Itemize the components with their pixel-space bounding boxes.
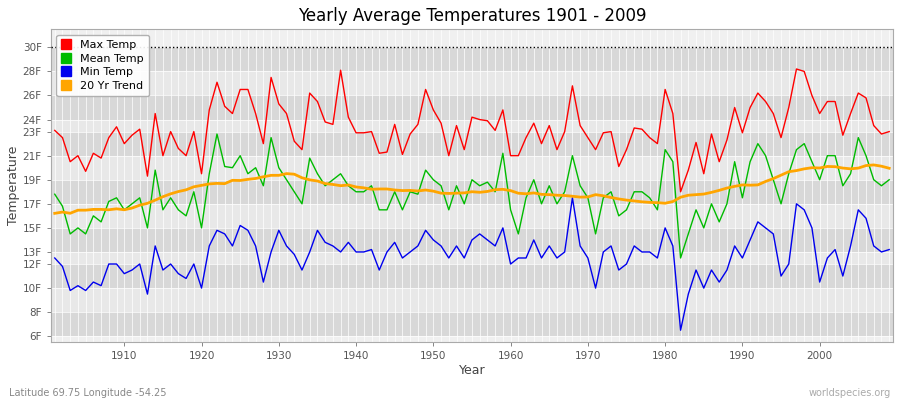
Bar	[51, 156, 893, 180]
X-axis label: Year: Year	[459, 364, 485, 377]
Legend: Max Temp, Mean Temp, Min Temp, 20 Yr Trend: Max Temp, Mean Temp, Min Temp, 20 Yr Tre…	[57, 35, 148, 96]
Bar	[51, 288, 893, 312]
Bar	[51, 252, 893, 264]
Bar	[51, 120, 893, 132]
Bar	[51, 228, 893, 252]
Bar	[51, 312, 893, 336]
Text: worldspecies.org: worldspecies.org	[809, 388, 891, 398]
Bar	[51, 47, 893, 72]
Bar	[51, 72, 893, 96]
Y-axis label: Temperature: Temperature	[7, 146, 20, 226]
Bar	[51, 132, 893, 156]
Bar	[51, 264, 893, 288]
Text: Latitude 69.75 Longitude -54.25: Latitude 69.75 Longitude -54.25	[9, 388, 166, 398]
Title: Yearly Average Temperatures 1901 - 2009: Yearly Average Temperatures 1901 - 2009	[298, 7, 646, 25]
Bar	[51, 204, 893, 228]
Bar	[51, 96, 893, 120]
Bar	[51, 180, 893, 204]
